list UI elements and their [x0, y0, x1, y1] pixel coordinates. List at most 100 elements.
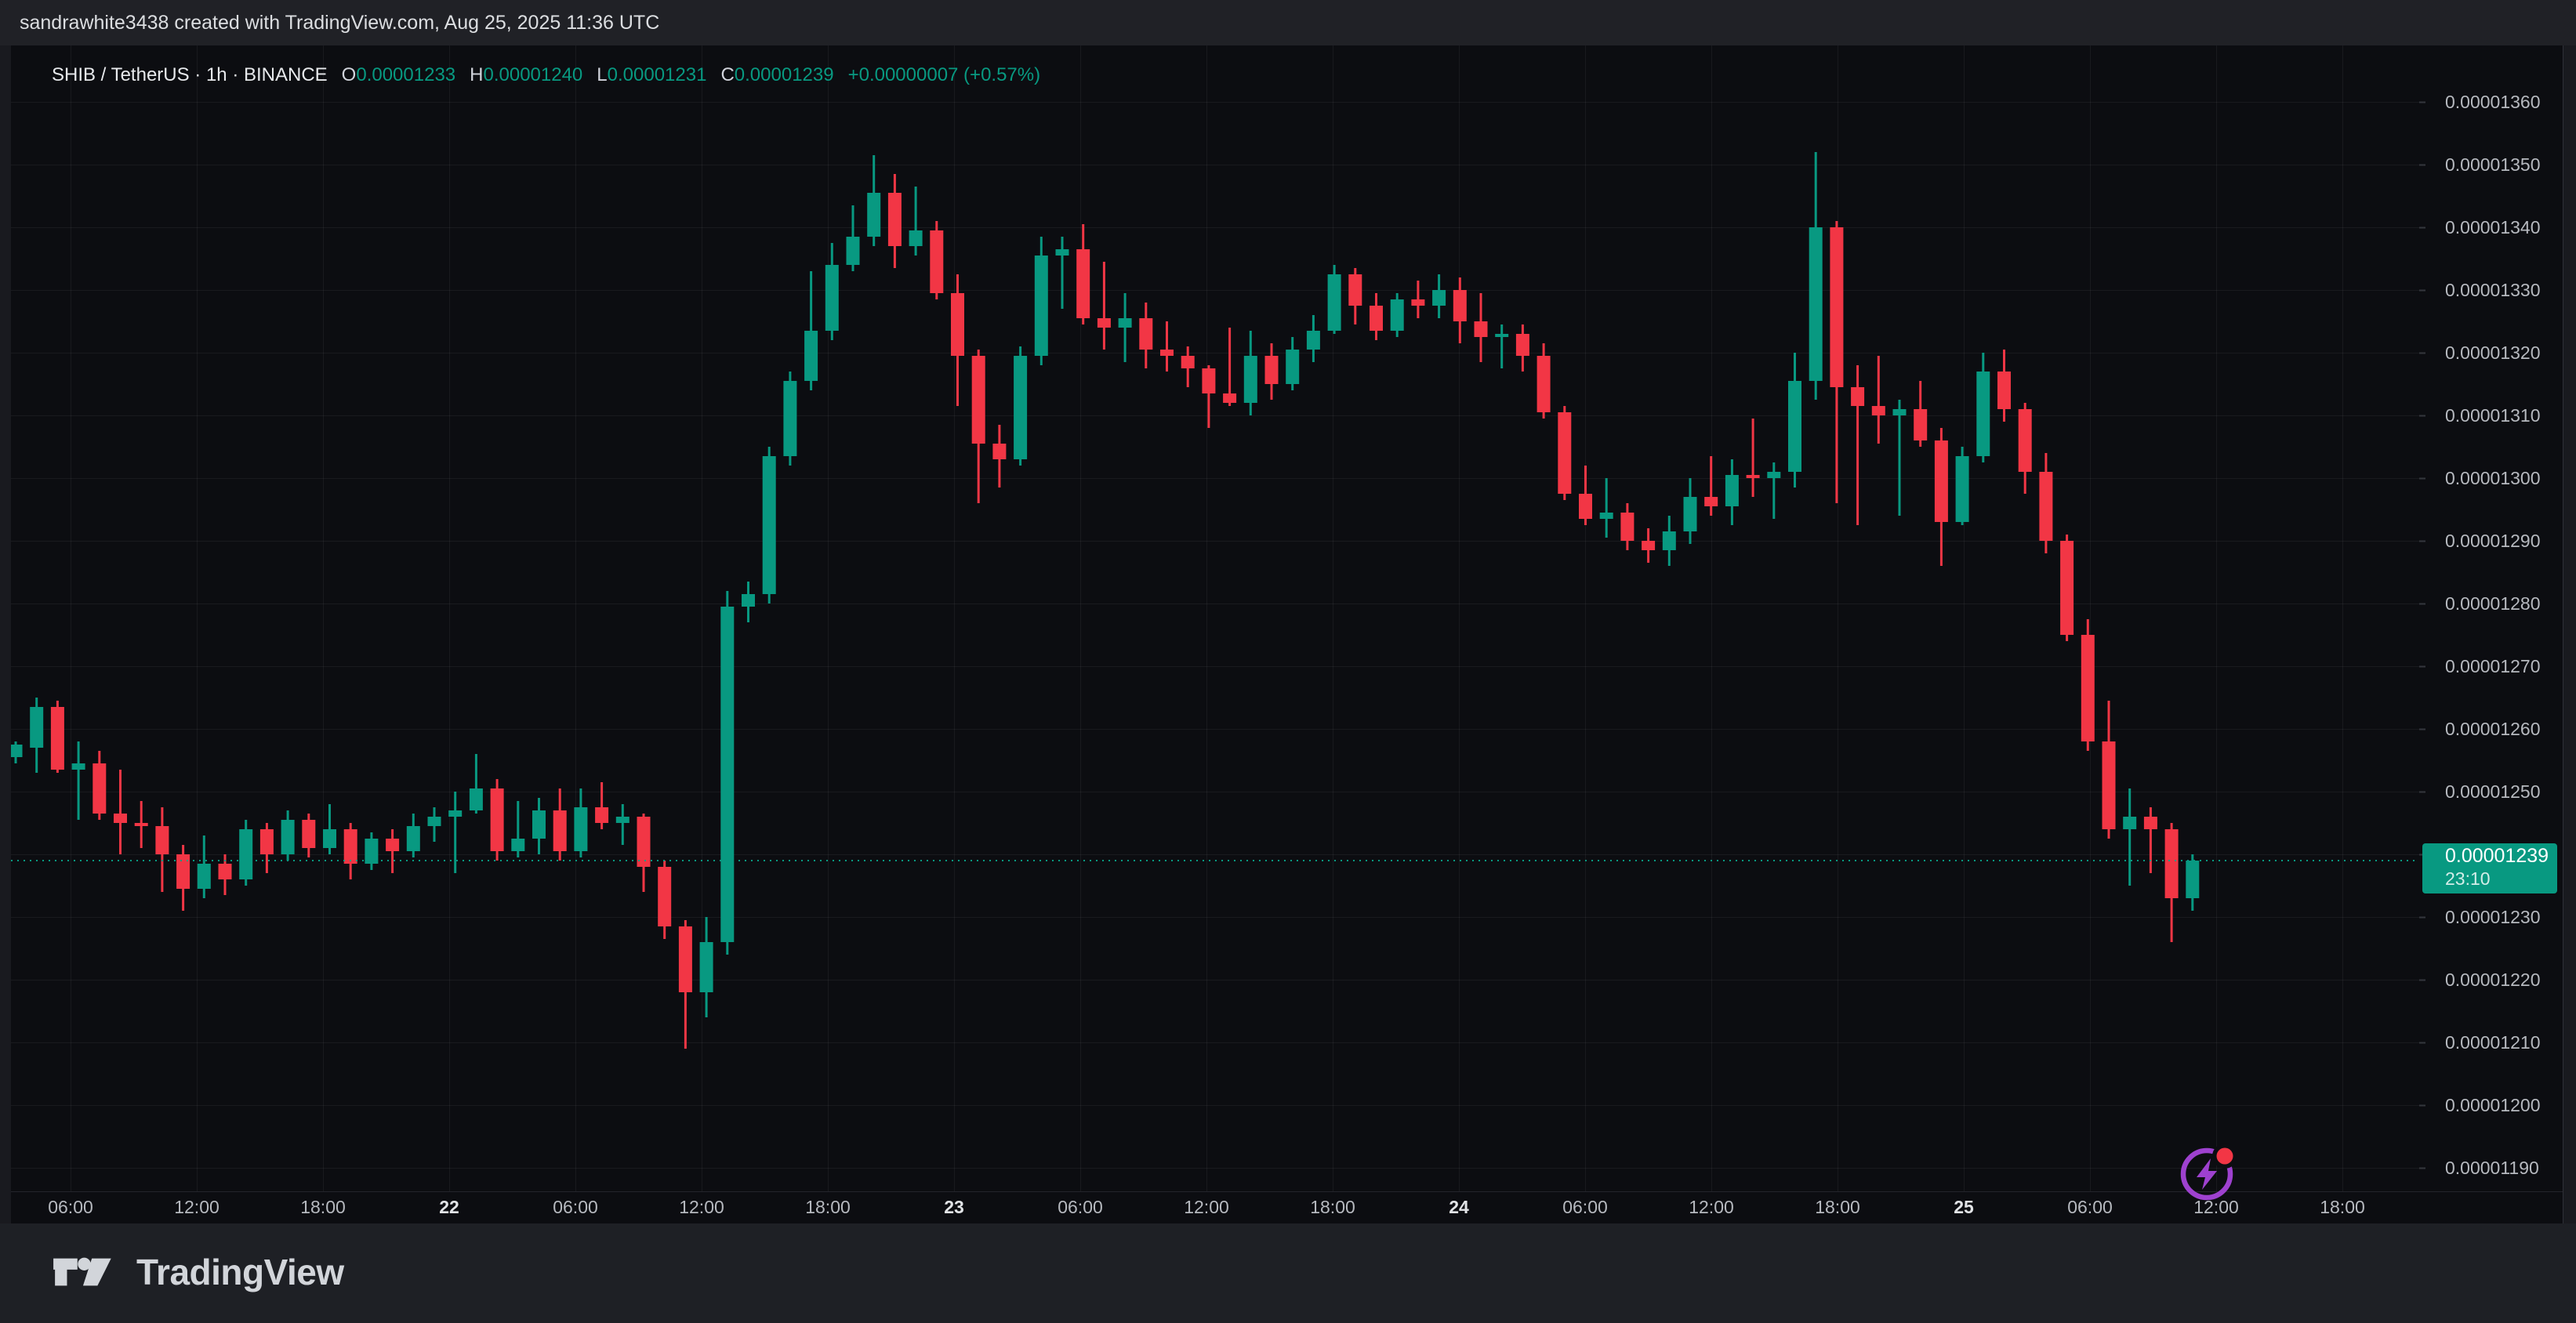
candle[interactable]: [1076, 224, 1090, 324]
candle[interactable]: [469, 754, 483, 814]
candle[interactable]: [1453, 277, 1467, 343]
candle[interactable]: [448, 792, 463, 873]
candle[interactable]: [197, 835, 211, 898]
candle[interactable]: [1181, 346, 1195, 387]
candle[interactable]: [1767, 462, 1781, 519]
candle[interactable]: [909, 187, 923, 256]
candle[interactable]: [783, 372, 797, 466]
candle[interactable]: [1286, 337, 1300, 390]
candle[interactable]: [1579, 466, 1592, 525]
candle[interactable]: [114, 770, 127, 854]
candle[interactable]: [1642, 528, 1656, 563]
candle[interactable]: [406, 814, 420, 857]
candle[interactable]: [1997, 350, 2011, 422]
candle[interactable]: [511, 801, 525, 857]
candle[interactable]: [1515, 324, 1529, 372]
candle[interactable]: [951, 274, 964, 406]
candle[interactable]: [2164, 823, 2179, 942]
candle[interactable]: [1871, 356, 1885, 444]
candle[interactable]: [1014, 346, 1028, 466]
candle[interactable]: [1599, 478, 1613, 538]
candle[interactable]: [1934, 428, 1948, 566]
chart-pane[interactable]: SHIB / TetherUS · 1h · BINANCE O0.000012…: [11, 45, 2563, 1223]
candle[interactable]: [1264, 343, 1279, 400]
candle[interactable]: [1348, 268, 1362, 324]
candle[interactable]: [1976, 353, 1990, 462]
candle[interactable]: [1118, 293, 1132, 362]
candle[interactable]: [134, 801, 148, 848]
candle[interactable]: [1139, 303, 1153, 368]
candle[interactable]: [1809, 152, 1823, 400]
candle[interactable]: [1055, 237, 1069, 309]
candle[interactable]: [2081, 619, 2095, 751]
candle[interactable]: [2102, 701, 2116, 839]
candle[interactable]: [323, 804, 336, 854]
candle[interactable]: [1914, 381, 1928, 447]
candle[interactable]: [1495, 324, 1509, 368]
candle[interactable]: [574, 788, 588, 857]
candle[interactable]: [1558, 406, 1572, 500]
candle[interactable]: [867, 155, 881, 246]
candle[interactable]: [1788, 353, 1801, 488]
candle[interactable]: [887, 174, 902, 268]
candle[interactable]: [343, 823, 357, 879]
candle[interactable]: [930, 221, 944, 299]
candle[interactable]: [720, 591, 735, 955]
candle[interactable]: [1202, 365, 1216, 428]
candle[interactable]: [1034, 237, 1048, 365]
time-axis[interactable]: 06:00 12:00 18:00 22 06:00 12:00 18:00 23 06:00 1…: [11, 1192, 2563, 1223]
candle[interactable]: [1851, 365, 1865, 525]
candle[interactable]: [1537, 343, 1551, 419]
candle[interactable]: [699, 917, 713, 1017]
candle[interactable]: [1892, 400, 1907, 516]
candle[interactable]: [1830, 221, 1844, 503]
candle[interactable]: [1411, 281, 1425, 318]
candle[interactable]: [2039, 453, 2053, 553]
candle[interactable]: [804, 271, 818, 390]
candle[interactable]: [176, 845, 190, 911]
candle[interactable]: [1160, 321, 1174, 372]
candle[interactable]: [50, 701, 64, 773]
candle[interactable]: [762, 447, 776, 604]
candle[interactable]: [846, 205, 860, 271]
candle[interactable]: [825, 243, 839, 340]
candle[interactable]: [239, 820, 253, 886]
candle[interactable]: [9, 741, 23, 763]
candle[interactable]: [615, 804, 629, 845]
candle[interactable]: [1683, 478, 1697, 544]
candle[interactable]: [302, 814, 316, 857]
candle[interactable]: [992, 425, 1007, 488]
candle[interactable]: [259, 823, 274, 873]
candle[interactable]: [1662, 516, 1676, 566]
candle[interactable]: [1704, 456, 1718, 516]
candle[interactable]: [427, 807, 441, 842]
candle[interactable]: [2123, 788, 2137, 886]
tradingview-logo[interactable]: TradingView: [50, 1249, 344, 1296]
price-axis[interactable]: 0.00001360 0.00001350 0.00001340 0.00001330…: [2419, 45, 2563, 1191]
candle[interactable]: [1097, 262, 1111, 350]
candle[interactable]: [1432, 274, 1446, 318]
candle[interactable]: [2060, 535, 2074, 641]
flash-icon[interactable]: [2175, 1140, 2241, 1205]
candle[interactable]: [1955, 447, 1969, 525]
candle[interactable]: [2186, 854, 2200, 911]
candle[interactable]: [386, 829, 400, 873]
candle[interactable]: [1474, 293, 1488, 362]
candle[interactable]: [93, 751, 107, 820]
candle[interactable]: [553, 788, 567, 861]
candle[interactable]: [595, 782, 609, 829]
candle[interactable]: [1243, 331, 1257, 415]
candle[interactable]: [532, 798, 546, 854]
candle[interactable]: [742, 582, 755, 622]
candle[interactable]: [155, 807, 169, 892]
candle[interactable]: [1725, 459, 1739, 525]
candle[interactable]: [1306, 315, 1320, 362]
candle[interactable]: [1223, 328, 1237, 406]
candle[interactable]: [490, 779, 504, 861]
candle[interactable]: [71, 741, 85, 820]
candle[interactable]: [281, 810, 295, 861]
candle[interactable]: [1390, 293, 1404, 337]
candle[interactable]: [30, 698, 44, 773]
candle[interactable]: [1746, 419, 1760, 497]
